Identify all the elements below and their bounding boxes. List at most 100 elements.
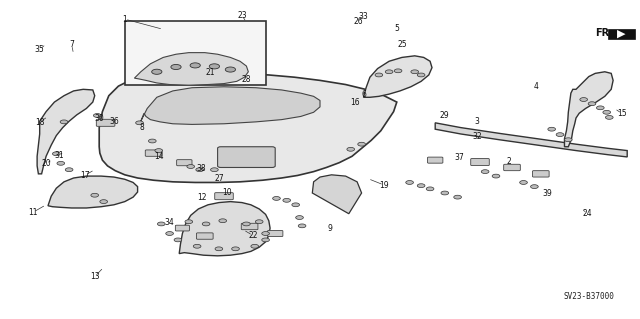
Circle shape bbox=[136, 121, 143, 125]
Circle shape bbox=[292, 203, 300, 207]
FancyBboxPatch shape bbox=[218, 147, 275, 167]
Circle shape bbox=[225, 67, 236, 72]
Text: 2: 2 bbox=[506, 157, 511, 166]
Text: 38: 38 bbox=[196, 164, 207, 173]
Text: 29: 29 bbox=[440, 111, 450, 120]
Polygon shape bbox=[48, 176, 138, 208]
Circle shape bbox=[262, 232, 269, 235]
Circle shape bbox=[531, 185, 538, 189]
Text: 39: 39 bbox=[542, 189, 552, 198]
Circle shape bbox=[57, 161, 65, 165]
Text: 36: 36 bbox=[109, 117, 119, 126]
Circle shape bbox=[155, 149, 163, 152]
Circle shape bbox=[580, 98, 588, 101]
Polygon shape bbox=[141, 87, 320, 124]
Circle shape bbox=[100, 200, 108, 204]
Circle shape bbox=[93, 114, 101, 117]
Text: 35: 35 bbox=[35, 45, 45, 54]
Text: FR.: FR. bbox=[595, 28, 613, 39]
FancyBboxPatch shape bbox=[268, 230, 283, 237]
Circle shape bbox=[174, 238, 182, 242]
Circle shape bbox=[394, 69, 402, 73]
Text: 21: 21 bbox=[205, 68, 214, 77]
Circle shape bbox=[202, 222, 210, 226]
Text: 33: 33 bbox=[358, 12, 369, 21]
Circle shape bbox=[426, 187, 434, 191]
Circle shape bbox=[441, 191, 449, 195]
Circle shape bbox=[196, 168, 204, 172]
Text: 24: 24 bbox=[582, 209, 593, 218]
Circle shape bbox=[298, 224, 306, 228]
Circle shape bbox=[556, 133, 564, 137]
FancyBboxPatch shape bbox=[145, 150, 162, 156]
Circle shape bbox=[255, 220, 263, 224]
Text: 18: 18 bbox=[35, 118, 44, 127]
Circle shape bbox=[454, 195, 461, 199]
FancyBboxPatch shape bbox=[471, 159, 490, 166]
Circle shape bbox=[417, 184, 425, 188]
Polygon shape bbox=[179, 202, 270, 256]
Text: 1: 1 bbox=[122, 15, 127, 24]
Circle shape bbox=[171, 64, 181, 70]
FancyBboxPatch shape bbox=[241, 223, 258, 230]
Circle shape bbox=[417, 73, 425, 77]
Circle shape bbox=[385, 70, 393, 74]
Circle shape bbox=[185, 220, 193, 224]
Text: 5: 5 bbox=[394, 24, 399, 33]
FancyBboxPatch shape bbox=[214, 193, 234, 200]
Text: 23: 23 bbox=[237, 11, 247, 20]
FancyBboxPatch shape bbox=[177, 160, 192, 166]
Circle shape bbox=[243, 222, 250, 226]
Circle shape bbox=[588, 102, 596, 106]
FancyBboxPatch shape bbox=[196, 233, 213, 239]
Circle shape bbox=[564, 138, 572, 142]
Text: 17: 17 bbox=[80, 171, 90, 180]
Text: 22: 22 bbox=[248, 231, 257, 240]
Circle shape bbox=[166, 232, 173, 235]
Text: 10: 10 bbox=[222, 189, 232, 197]
Polygon shape bbox=[312, 175, 362, 214]
Circle shape bbox=[91, 193, 99, 197]
Text: 20: 20 bbox=[41, 159, 51, 168]
Circle shape bbox=[209, 64, 220, 69]
Text: 37: 37 bbox=[454, 153, 465, 162]
Circle shape bbox=[148, 139, 156, 143]
Circle shape bbox=[596, 106, 604, 110]
FancyBboxPatch shape bbox=[175, 225, 189, 231]
Circle shape bbox=[60, 120, 68, 124]
Circle shape bbox=[187, 165, 195, 168]
Text: 7: 7 bbox=[69, 40, 74, 49]
Text: 25: 25 bbox=[397, 40, 407, 48]
Circle shape bbox=[65, 168, 73, 172]
Text: 34: 34 bbox=[164, 218, 175, 227]
Text: 16: 16 bbox=[350, 98, 360, 107]
Text: 11: 11 bbox=[29, 208, 38, 217]
Circle shape bbox=[190, 63, 200, 68]
Circle shape bbox=[273, 197, 280, 200]
FancyBboxPatch shape bbox=[504, 164, 520, 171]
Polygon shape bbox=[134, 53, 248, 85]
Text: 32: 32 bbox=[472, 132, 482, 141]
Polygon shape bbox=[37, 89, 95, 174]
Circle shape bbox=[52, 152, 60, 156]
Circle shape bbox=[296, 216, 303, 219]
Text: 3: 3 bbox=[474, 117, 479, 126]
Text: 26: 26 bbox=[353, 17, 364, 26]
Text: 12: 12 bbox=[197, 193, 206, 202]
Text: 14: 14 bbox=[154, 152, 164, 161]
FancyBboxPatch shape bbox=[428, 157, 443, 163]
Circle shape bbox=[157, 222, 165, 226]
Circle shape bbox=[193, 244, 201, 248]
Circle shape bbox=[375, 73, 383, 77]
Circle shape bbox=[411, 70, 419, 74]
Text: 19: 19 bbox=[379, 181, 389, 189]
FancyBboxPatch shape bbox=[96, 119, 115, 126]
Circle shape bbox=[548, 127, 556, 131]
FancyBboxPatch shape bbox=[532, 171, 549, 177]
Circle shape bbox=[406, 181, 413, 184]
Polygon shape bbox=[435, 123, 627, 157]
Text: SV23-B37000: SV23-B37000 bbox=[564, 293, 614, 301]
Circle shape bbox=[152, 69, 162, 74]
Circle shape bbox=[262, 238, 269, 242]
Circle shape bbox=[219, 219, 227, 223]
